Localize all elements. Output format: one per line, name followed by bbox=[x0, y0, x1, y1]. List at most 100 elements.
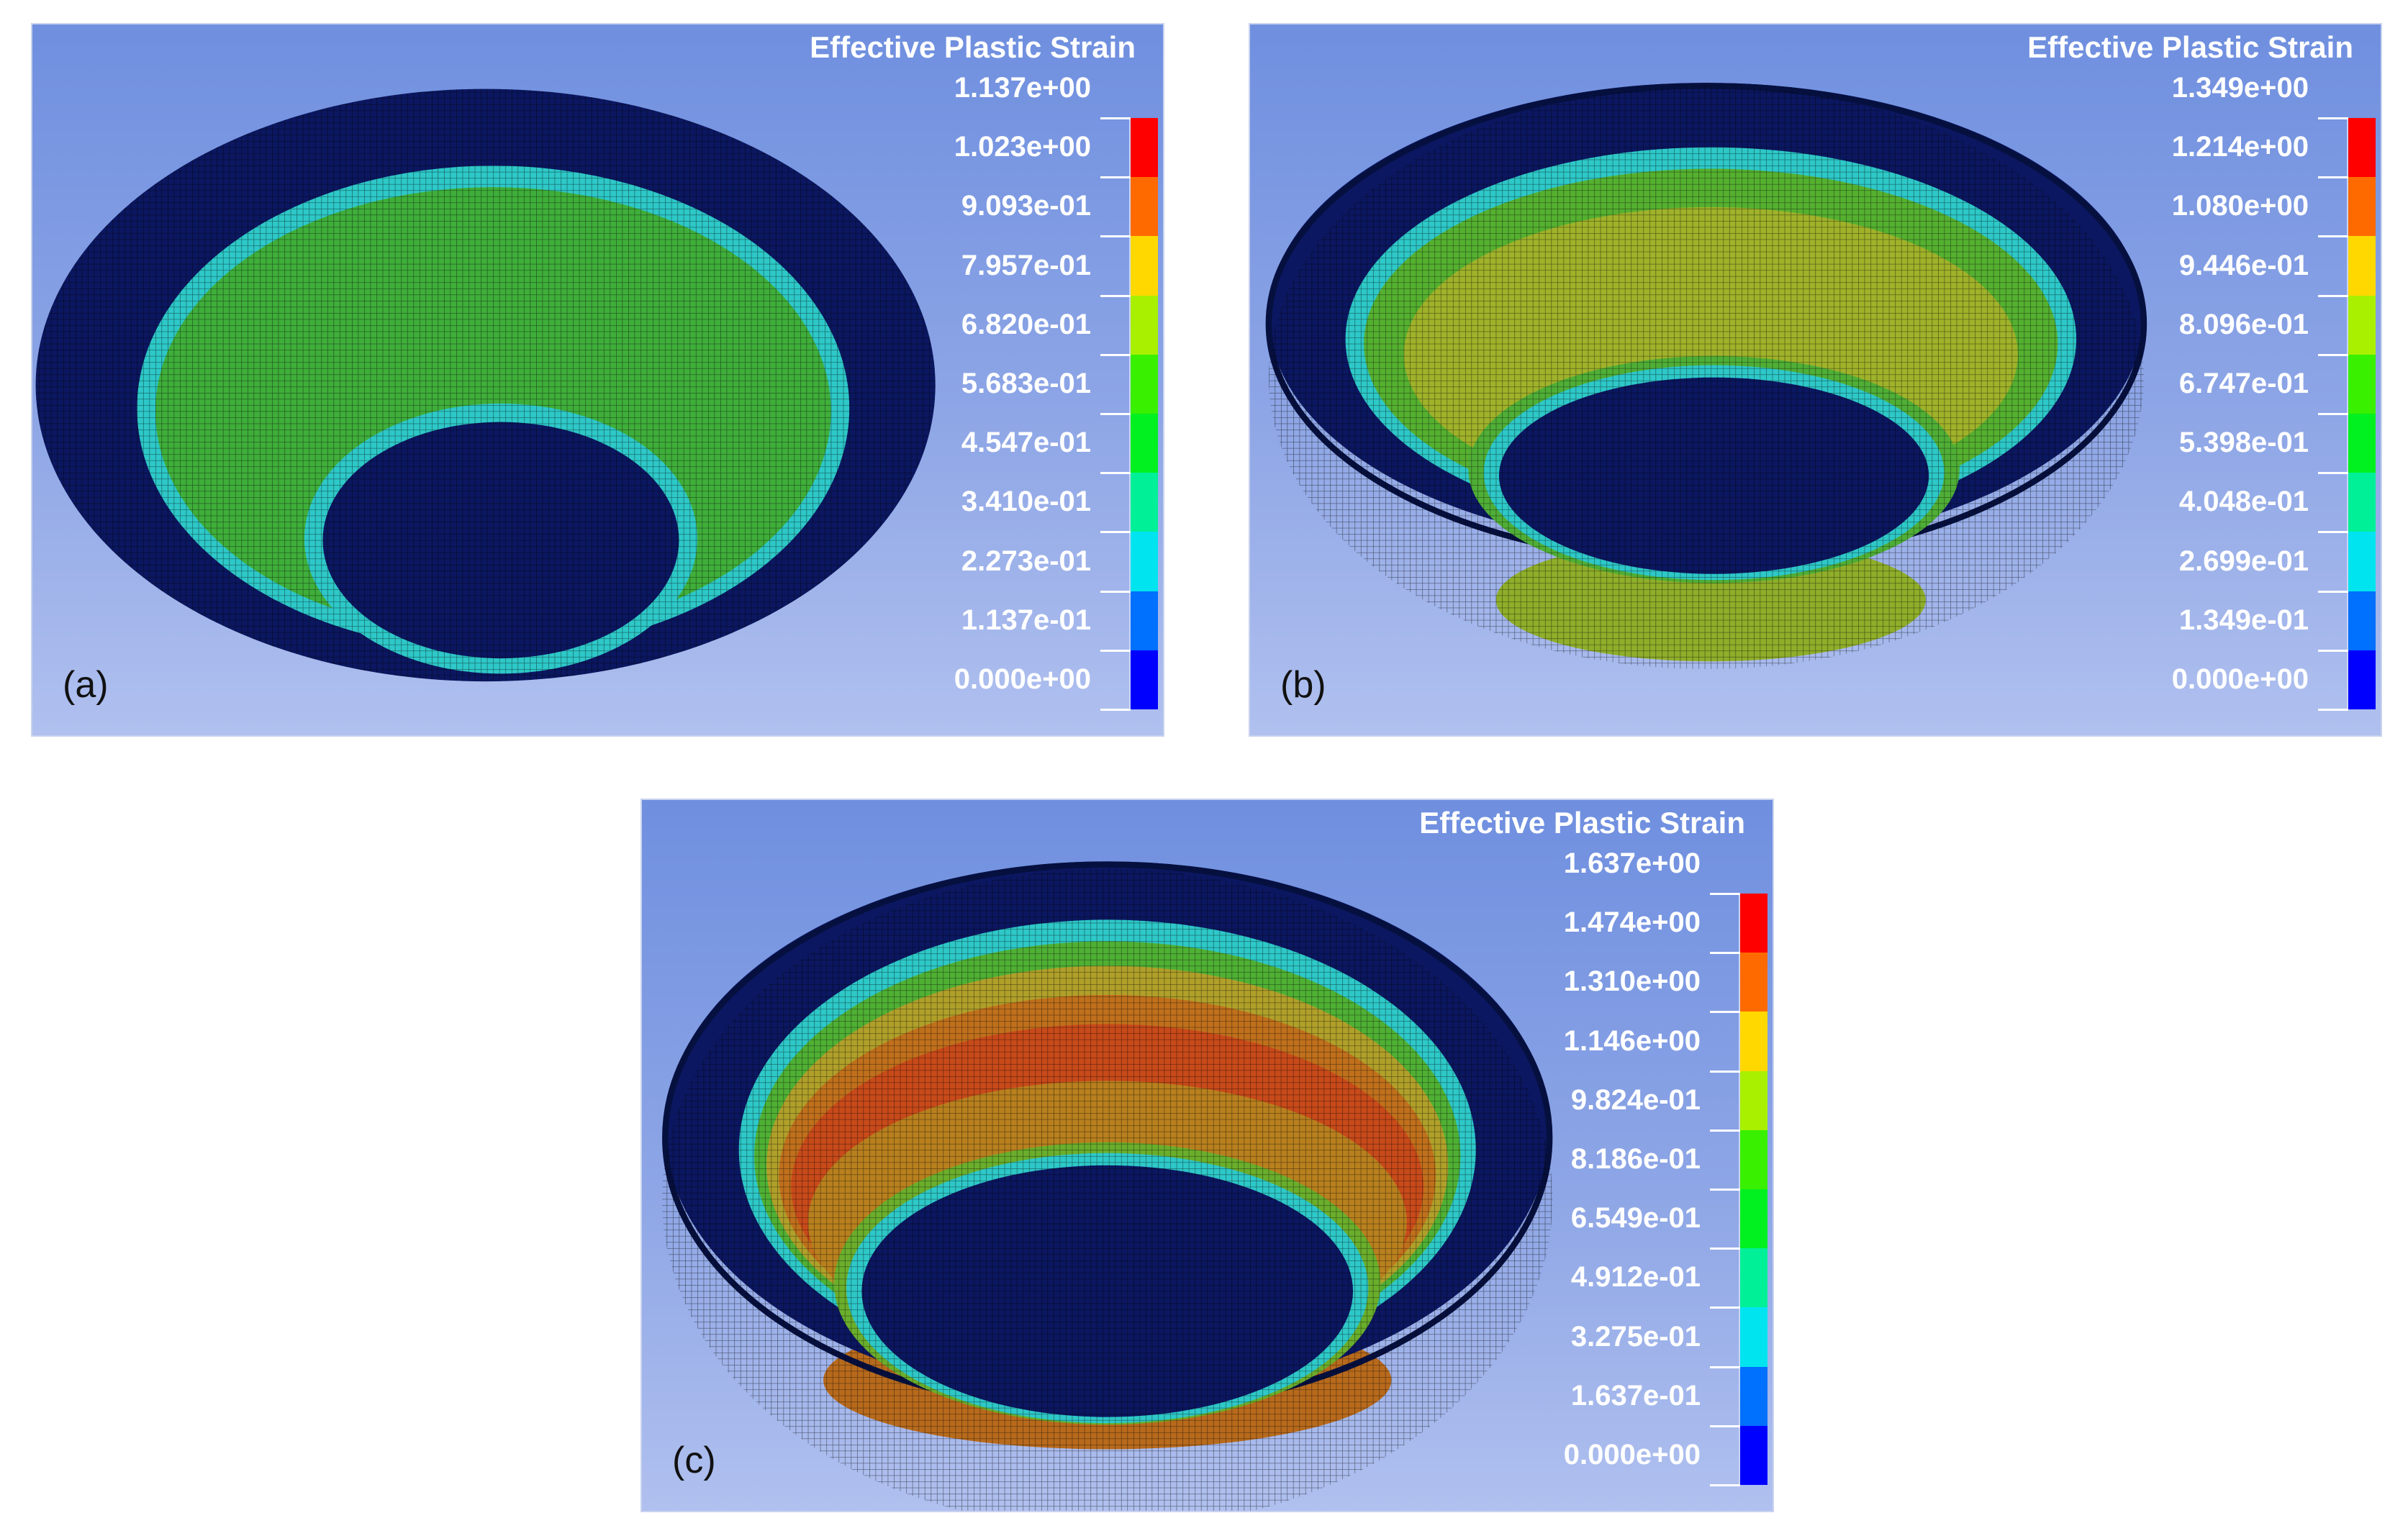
legend-tick bbox=[1710, 1070, 1740, 1073]
legend-tick bbox=[2318, 531, 2348, 534]
legend-tick bbox=[1100, 413, 1131, 415]
legend-tick bbox=[1100, 176, 1131, 179]
color-bar-segment bbox=[1740, 894, 1767, 953]
legend-tick bbox=[1100, 117, 1131, 119]
legend-tick bbox=[1100, 590, 1131, 593]
color-bar-segment bbox=[1740, 1425, 1767, 1485]
legend-tick bbox=[1100, 294, 1131, 297]
legend-tick-label: 3.275e-01 bbox=[1570, 1320, 1701, 1353]
legend-tick bbox=[1100, 531, 1131, 534]
legend-tick-label: 1.146e+00 bbox=[1563, 1024, 1701, 1057]
color-bar-segment bbox=[2348, 177, 2376, 237]
color-bar-segment bbox=[1740, 1366, 1767, 1426]
legend-tick-label: 1.349e-01 bbox=[2178, 604, 2309, 636]
legend-tick-label: 8.186e-01 bbox=[1570, 1143, 1701, 1175]
mesh-overlay bbox=[662, 869, 1553, 1511]
color-bar-segment bbox=[2348, 118, 2376, 178]
legend-tick bbox=[1710, 1189, 1740, 1191]
panel-label: (b) bbox=[1280, 664, 1326, 706]
color-bar bbox=[1740, 894, 1767, 1485]
color-bar-segment bbox=[2348, 236, 2376, 296]
color-bar-segment bbox=[1131, 414, 1158, 473]
legend-tick-label: 0.000e+00 bbox=[954, 663, 1091, 695]
legend-tick-label: 4.547e-01 bbox=[961, 427, 1091, 459]
legend-tick-label: 1.214e+00 bbox=[2171, 131, 2309, 163]
color-bar-segment bbox=[1740, 1130, 1767, 1189]
color-bar-segment bbox=[1740, 1012, 1767, 1071]
legend-tick-label: 8.096e-01 bbox=[2178, 308, 2309, 340]
legend-tick bbox=[1100, 235, 1131, 238]
legend-tick-label: 2.273e-01 bbox=[961, 545, 1091, 577]
color-bar-segment bbox=[2348, 473, 2376, 532]
legend-tick-label: 6.549e-01 bbox=[1570, 1202, 1701, 1235]
legend-tick bbox=[1710, 893, 1740, 895]
legend-tick bbox=[1710, 1129, 1740, 1132]
legend-tick-label: 1.080e+00 bbox=[2171, 190, 2309, 222]
legend-tick-label: 3.410e-01 bbox=[961, 486, 1091, 518]
legend-tick bbox=[2318, 413, 2348, 415]
legend-tick bbox=[2318, 590, 2348, 593]
panel-a: Effective Plastic Strain 1.137e+00 1.023e+… bbox=[31, 23, 1164, 737]
legend-tick-label: 4.048e-01 bbox=[2178, 486, 2309, 518]
legend-tick-label: 7.957e-01 bbox=[961, 249, 1091, 281]
legend-tick-label: 6.747e-01 bbox=[2178, 368, 2309, 399]
legend-tick-label: 4.912e-01 bbox=[1570, 1261, 1701, 1294]
legend-tick bbox=[1710, 1365, 1740, 1368]
legend-tick-label: 0.000e+00 bbox=[1563, 1439, 1701, 1471]
color-bar-segment bbox=[1740, 1307, 1767, 1367]
legend-tick bbox=[2318, 235, 2348, 238]
color-bar-segment bbox=[1740, 953, 1767, 1012]
legend-tick bbox=[1710, 1424, 1740, 1427]
legend-tick bbox=[2318, 117, 2348, 119]
legend-title: Effective Plastic Strain bbox=[2027, 30, 2353, 64]
color-bar-segment bbox=[1131, 118, 1158, 178]
legend-title: Effective Plastic Strain bbox=[810, 30, 1136, 64]
legend-tick bbox=[1100, 709, 1131, 711]
legend-tick bbox=[1710, 1484, 1740, 1486]
legend-tick-label: 1.023e+00 bbox=[954, 131, 1091, 163]
legend-tick bbox=[2318, 294, 2348, 297]
legend-tick-label: 5.683e-01 bbox=[961, 368, 1091, 399]
legend-tick-label: 1.310e+00 bbox=[1563, 965, 1701, 998]
color-bar-segment bbox=[1131, 650, 1158, 709]
legend-tick bbox=[1710, 1248, 1740, 1250]
legend-tick bbox=[1100, 353, 1131, 356]
legend-tick-label: 6.820e-01 bbox=[961, 308, 1091, 340]
color-bar bbox=[2348, 118, 2376, 709]
legend-tick bbox=[1710, 1011, 1740, 1014]
legend-tick bbox=[1710, 1306, 1740, 1309]
legend-tick bbox=[2318, 176, 2348, 179]
color-bar-segment bbox=[2348, 354, 2376, 414]
bowl-model-a bbox=[35, 88, 936, 682]
color-bar-segment bbox=[1131, 295, 1158, 355]
color-bar-segment bbox=[2348, 650, 2376, 709]
color-bar-segment bbox=[1740, 1071, 1767, 1130]
color-bar bbox=[1131, 118, 1158, 709]
color-bar-segment bbox=[2348, 414, 2376, 473]
legend-tick bbox=[2318, 353, 2348, 356]
legend-tick bbox=[1100, 472, 1131, 475]
panel-c: Effective Plastic Strain 1.637e+00 1.474e+… bbox=[641, 799, 1774, 1512]
legend-tick bbox=[1100, 649, 1131, 652]
legend-tick bbox=[2318, 709, 2348, 711]
legend-title: Effective Plastic Strain bbox=[1419, 806, 1745, 840]
color-bar-segment bbox=[2348, 591, 2376, 650]
color-bar-segment bbox=[1131, 532, 1158, 591]
legend-tick bbox=[1710, 952, 1740, 955]
legend-tick-label: 2.699e-01 bbox=[2178, 545, 2309, 577]
legend-tick-label: 0.000e+00 bbox=[2171, 663, 2309, 695]
legend-tick-label: 1.349e+00 bbox=[2171, 72, 2309, 104]
legend-tick-label: 5.398e-01 bbox=[2178, 427, 2309, 459]
mesh-overlay bbox=[35, 88, 936, 682]
color-bar-segment bbox=[1131, 591, 1158, 650]
legend-tick-label: 1.637e+00 bbox=[1563, 847, 1701, 879]
color-bar-segment bbox=[1131, 177, 1158, 237]
legend-tick-label: 9.446e-01 bbox=[2178, 249, 2309, 281]
panel-label: (c) bbox=[672, 1440, 716, 1481]
color-bar-segment bbox=[1740, 1248, 1767, 1308]
legend-tick-label: 9.093e-01 bbox=[961, 190, 1091, 222]
color-bar-segment bbox=[1131, 473, 1158, 532]
legend-tick-label: 1.474e+00 bbox=[1563, 906, 1701, 939]
legend-tick-label: 1.137e-01 bbox=[961, 604, 1091, 636]
mesh-overlay bbox=[1268, 86, 2144, 670]
